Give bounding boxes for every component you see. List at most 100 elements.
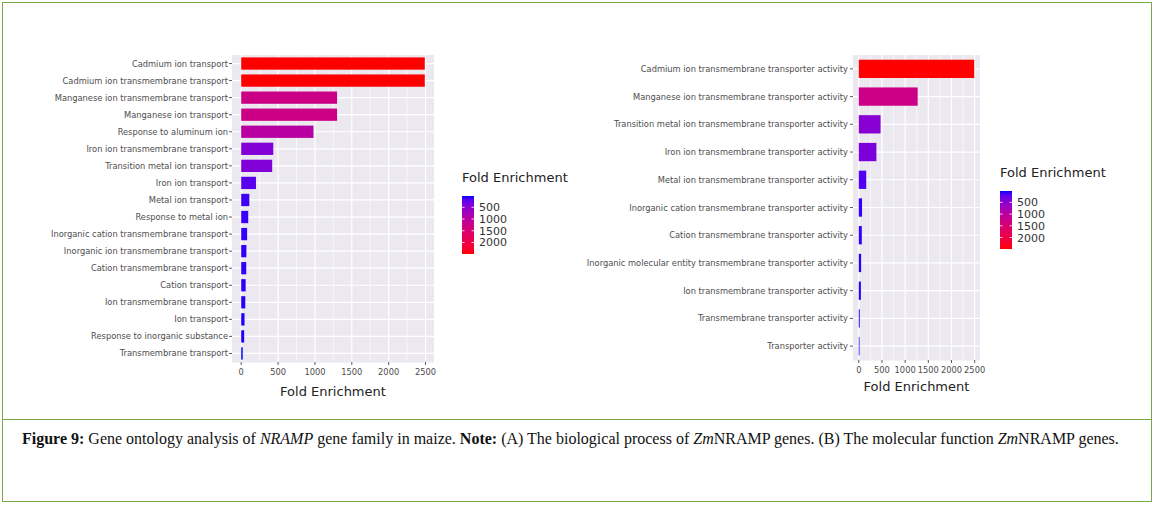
colorbar-tick: [1000, 202, 1003, 203]
bar: [241, 57, 425, 69]
y-tick: [229, 336, 232, 337]
bar: [241, 74, 425, 86]
caption-text: Zm: [998, 430, 1018, 447]
x-tick-label: 2000: [941, 365, 962, 375]
colorbar-tick: [472, 242, 475, 243]
y-tick: [229, 63, 232, 64]
y-tick: [850, 262, 853, 263]
grid-line: [232, 251, 434, 252]
colorbar-tick: [462, 242, 465, 243]
plot-panel: [232, 55, 434, 362]
grid-line: [853, 318, 980, 319]
colorbar-tick: [1010, 202, 1013, 203]
x-axis-title: Fold Enrichment: [864, 379, 970, 394]
bar: [241, 91, 337, 103]
bar: [858, 309, 860, 327]
bar: [241, 262, 246, 274]
caption-text: NRAMP genes. (B) The molecular function: [714, 430, 998, 447]
x-tick: [858, 360, 859, 363]
x-tick-label: 2500: [415, 367, 436, 377]
category-label: Response to metal ion: [135, 212, 228, 222]
minor-grid-line: [370, 55, 371, 362]
x-tick-label: 2000: [378, 367, 399, 377]
category-label: Cadmium ion transmembrane transport: [63, 76, 229, 86]
colorbar-label: 2000: [479, 236, 507, 249]
grid-line: [853, 346, 980, 347]
colorbar-tick: [462, 207, 465, 208]
y-tick: [229, 217, 232, 218]
bar: [859, 87, 918, 105]
category-label: Ion transport: [174, 314, 229, 324]
bar: [859, 254, 861, 272]
caption-text: Note:: [460, 430, 497, 447]
chart-canvas: Cadmium ion transport Cadmium ion transme…: [0, 0, 1155, 505]
y-tick: [229, 268, 232, 269]
category-label: Inorganic ion transmembrane transport: [64, 246, 229, 256]
y-tick: [850, 290, 853, 291]
caption-divider: [3, 419, 1152, 420]
chart-0: Cadmium ion transport Cadmium ion transme…: [51, 55, 568, 399]
bar: [241, 143, 273, 155]
y-tick: [229, 165, 232, 166]
caption-text: NRAMP: [260, 430, 313, 447]
category-label: Cadmium ion transport: [132, 59, 229, 69]
y-tick: [229, 182, 232, 183]
category-label: Response to inorganic substance: [91, 331, 228, 341]
x-tick-label: 1000: [304, 367, 325, 377]
category-label: Inorganic cation transmembrane transport: [51, 229, 229, 239]
minor-grid-line: [407, 55, 408, 362]
category-label: Metal ion transport: [149, 195, 229, 205]
category-label: Ion transmembrane transport: [105, 297, 229, 307]
y-tick: [229, 80, 232, 81]
y-tick: [229, 114, 232, 115]
grid-line: [853, 207, 980, 208]
bar: [241, 194, 249, 206]
bar: [859, 226, 862, 244]
grid-line: [425, 55, 426, 362]
y-tick: [850, 207, 853, 208]
category-label: Inorganic cation transmembrane transport…: [629, 203, 848, 213]
colorbar-tick: [1000, 225, 1003, 226]
colorbar: [462, 196, 474, 254]
grid-line: [351, 55, 352, 362]
y-tick: [850, 179, 853, 180]
bar: [241, 109, 337, 121]
grid-line: [232, 216, 434, 217]
colorbar-tick: [1010, 214, 1013, 215]
grid-line: [232, 199, 434, 200]
x-tick-label: 0: [856, 365, 861, 375]
x-tick-label: 1500: [341, 367, 362, 377]
y-tick: [229, 234, 232, 235]
grid-line: [388, 55, 389, 362]
chart-1: Cadmium ion transmembrane transporter ac…: [587, 55, 1106, 394]
bar: [241, 160, 272, 172]
y-tick: [850, 318, 853, 319]
legend-title: Fold Enrichment: [1000, 165, 1106, 180]
category-label: Transmembrane transporter activity: [697, 313, 848, 323]
bar: [241, 279, 245, 291]
grid-line: [853, 235, 980, 236]
category-label: Cation transmembrane transport: [91, 263, 229, 273]
x-tick: [388, 362, 389, 365]
x-tick-label: 500: [270, 367, 286, 377]
grid-line: [232, 268, 434, 269]
bar: [859, 282, 861, 300]
bar: [859, 60, 974, 78]
category-label: Ion transmembrane transporter activity: [683, 286, 848, 296]
bar: [241, 245, 246, 257]
x-tick-label: 1000: [895, 365, 916, 375]
bar: [241, 313, 244, 325]
x-tick: [351, 362, 352, 365]
colorbar-tick: [1010, 225, 1013, 226]
grid-line: [853, 290, 980, 291]
bar: [859, 198, 862, 216]
grid-line: [232, 353, 434, 354]
x-tick: [314, 362, 315, 365]
caption: Figure 9: Gene ontology analysis of NRAM…: [22, 427, 1134, 451]
caption-text: Zm: [693, 430, 713, 447]
y-tick: [229, 97, 232, 98]
x-axis-line: [232, 362, 434, 363]
bar: [859, 143, 877, 161]
category-label: Transmembrane transport: [119, 348, 229, 358]
x-tick-label: 500: [874, 365, 890, 375]
